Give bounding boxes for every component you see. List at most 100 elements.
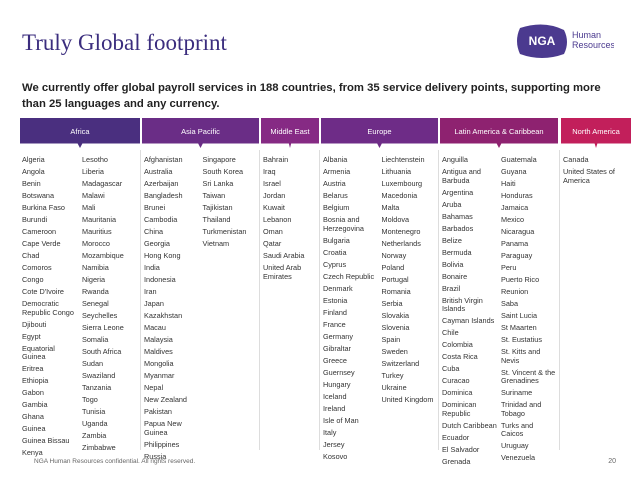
separator <box>438 150 439 450</box>
country: Nepal <box>144 383 164 392</box>
country: Cayman Islands <box>442 316 495 325</box>
country: Suriname <box>501 388 533 397</box>
country: Macedonia <box>381 191 418 200</box>
separator <box>559 150 560 450</box>
country: Cote D'Ivoire <box>22 287 64 296</box>
country: Bahrain <box>263 155 289 164</box>
country: Jersey <box>323 439 345 449</box>
country: Congo <box>22 275 44 284</box>
region-header: Africa <box>20 118 140 148</box>
country: Kosovo <box>323 451 348 461</box>
country: South Korea <box>202 167 244 176</box>
country: Bulgaria <box>323 235 350 245</box>
title: Truly Global footprint <box>22 30 227 55</box>
country: Turkmenistan <box>202 227 247 236</box>
country: Paraguay <box>501 251 533 260</box>
country: Namibia <box>82 263 109 272</box>
country: Saudi Arabia <box>263 251 305 260</box>
country: Trinidad and Tobago <box>501 400 542 418</box>
country: Bangladesh <box>144 191 183 200</box>
country: Comoros <box>22 263 52 272</box>
country: Burundi <box>22 215 48 224</box>
country: Armenia <box>323 167 351 176</box>
country: Mozambique <box>82 251 124 260</box>
country: Panama <box>501 239 529 248</box>
country: Oman <box>263 227 283 236</box>
country: Mali <box>82 203 96 212</box>
country: Italy <box>323 427 337 437</box>
country: Costa Rica <box>442 352 478 361</box>
region-header: Europe <box>321 118 438 148</box>
region-header: Latin America & Caribbean <box>440 118 558 148</box>
country: Belize <box>442 235 462 245</box>
logo-shape <box>517 24 567 59</box>
country: Mexico <box>501 215 525 224</box>
country: Bosnia and Herzegovina <box>323 215 364 233</box>
country-column: Bahrain Iraq Israel Jordan Kuwait Lebanon Oman… <box>263 155 317 285</box>
country: Finland <box>323 307 347 317</box>
country: St. Vincent & the Grenadines <box>501 367 556 385</box>
country: Cyprus <box>323 259 347 269</box>
country-column: Afghanistan Australia Azerbaijan Bangladesh… <box>144 155 199 465</box>
country: Spain <box>381 335 401 344</box>
country: Malaysia <box>144 335 173 344</box>
country: Cape Verde <box>22 239 61 248</box>
country: Czech Republic <box>323 271 375 281</box>
region-name: Asia Pacific <box>181 126 220 136</box>
country: Canada <box>563 155 589 164</box>
country: Russia <box>144 451 167 461</box>
country: Angola <box>22 167 45 176</box>
country: Gabon <box>22 388 44 397</box>
country: Ireland <box>323 403 346 413</box>
country: Papua New Guinea <box>144 419 182 437</box>
country: Puerto Rico <box>501 275 540 284</box>
country: Kuwait <box>263 203 285 212</box>
logo-text: Human Resources <box>572 30 614 50</box>
country: Aruba <box>442 199 462 209</box>
separator <box>259 150 260 450</box>
country: Seychelles <box>82 311 118 320</box>
country: Tanzania <box>82 383 112 392</box>
country: Cambodia <box>144 215 178 224</box>
country: Portugal <box>381 275 409 284</box>
country: Belarus <box>323 191 348 200</box>
country: United Kingdom <box>381 395 434 404</box>
country: Guatemala <box>501 155 537 164</box>
country-column: Anguilla Antigua and Barbuda Argentina Arub… <box>442 155 497 470</box>
country: Japan <box>144 299 164 308</box>
country: Gambia <box>22 400 48 409</box>
country: Sri Lanka <box>202 179 234 188</box>
country: Dominica <box>442 388 473 397</box>
page-number: 20 <box>608 458 616 465</box>
country: United States of America <box>563 167 615 185</box>
region-name: Europe <box>367 126 392 136</box>
country: United Arab Emirates <box>263 263 302 281</box>
country: Albania <box>323 155 348 164</box>
country: Lesotho <box>82 155 108 164</box>
country: Reunion <box>501 287 529 296</box>
region-name: North America <box>572 126 620 136</box>
logo: NGA Human Resources <box>517 24 614 59</box>
country: Jamaica <box>501 203 529 212</box>
country: Azerbaijan <box>144 179 179 188</box>
country: Bonaire <box>442 271 468 281</box>
country-column: Lesotho Liberia Madagascar Malawi Mali Maurit… <box>82 155 138 456</box>
country: Indonesia <box>144 275 176 284</box>
country: Mauritania <box>82 215 117 224</box>
country: Barbados <box>442 223 474 233</box>
country: Rwanda <box>82 287 109 296</box>
country: St Maarten <box>501 323 537 332</box>
region-name: Latin America & Caribbean <box>454 126 544 136</box>
country: Bahamas <box>442 211 473 221</box>
country: Greece <box>323 355 347 365</box>
country: Kenya <box>22 448 43 457</box>
country: Hungary <box>323 379 351 389</box>
country: Eritrea <box>22 364 44 373</box>
country: Gibraltar <box>323 343 351 353</box>
country: Swaziland <box>82 371 116 380</box>
country: Iran <box>144 287 157 296</box>
region-header: Middle East <box>261 118 319 148</box>
country: Madagascar <box>82 179 123 188</box>
country: St. Kitts and Nevis <box>501 347 541 365</box>
country: Luxembourg <box>381 179 423 188</box>
